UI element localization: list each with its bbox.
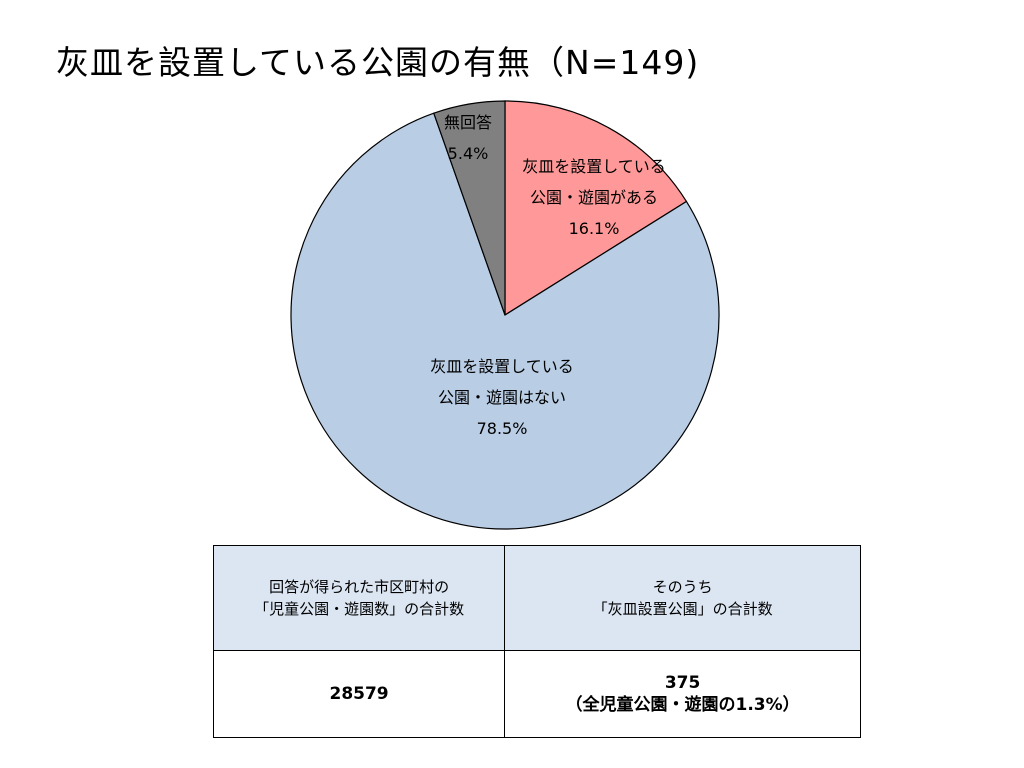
pie-chart: 灰皿を設置している公園・遊園がある16.1%灰皿を設置している公園・遊園はない7… — [290, 100, 720, 530]
header-ashtray-parks: そのうち 「灰皿設置公園」の合計数 — [504, 545, 861, 651]
header-total-parks: 回答が得られた市区町村の 「児童公園・遊園数」の合計数 — [212, 545, 506, 651]
slice-ashtray-no-label: 公園・遊園はない — [438, 388, 566, 407]
slice-ashtray-no — [290, 112, 720, 530]
slice-ashtray-yes-label: 灰皿を設置している — [522, 157, 666, 176]
slice-ashtray-yes-value-label: 16.1% — [569, 219, 620, 238]
slice-no-answer — [433, 100, 506, 316]
header-total-parks-line2: 「児童公園・遊園数」の合計数 — [254, 600, 465, 618]
header-ashtray-parks-line1: そのうち — [652, 578, 713, 596]
value-ashtray-parks-share: （全児童公園・遊園の1.3%） — [565, 695, 800, 715]
slice-no-answer-value-label: 5.4% — [448, 144, 489, 163]
value-total-parks-number: 28579 — [329, 684, 389, 704]
pie-labels: 灰皿を設置している公園・遊園がある16.1%灰皿を設置している公園・遊園はない7… — [430, 113, 666, 438]
slice-no-answer-label: 無回答 — [444, 113, 492, 132]
table-value-row: 28579 375 （全児童公園・遊園の1.3%） — [212, 650, 861, 738]
header-ashtray-parks-line2: 「灰皿設置公園」の合計数 — [592, 600, 773, 618]
value-ashtray-parks: 375 （全児童公園・遊園の1.3%） — [504, 650, 861, 738]
summary-table: 回答が得られた市区町村の 「児童公園・遊園数」の合計数 そのうち 「灰皿設置公園… — [212, 545, 861, 738]
slice-ashtray-yes — [504, 100, 688, 317]
slide-title: 灰皿を設置している公園の有無（N=149) — [56, 43, 700, 82]
pie-slices — [290, 100, 720, 530]
slice-ashtray-yes-label: 公園・遊園がある — [530, 188, 658, 207]
slice-ashtray-no-label: 灰皿を設置している — [430, 357, 574, 376]
value-ashtray-parks-number: 375 — [664, 673, 701, 693]
value-total-parks: 28579 — [212, 650, 506, 738]
table-header-row: 回答が得られた市区町村の 「児童公園・遊園数」の合計数 そのうち 「灰皿設置公園… — [212, 545, 861, 651]
header-total-parks-line1: 回答が得られた市区町村の — [269, 578, 450, 596]
slice-ashtray-no-value-label: 78.5% — [477, 419, 528, 438]
